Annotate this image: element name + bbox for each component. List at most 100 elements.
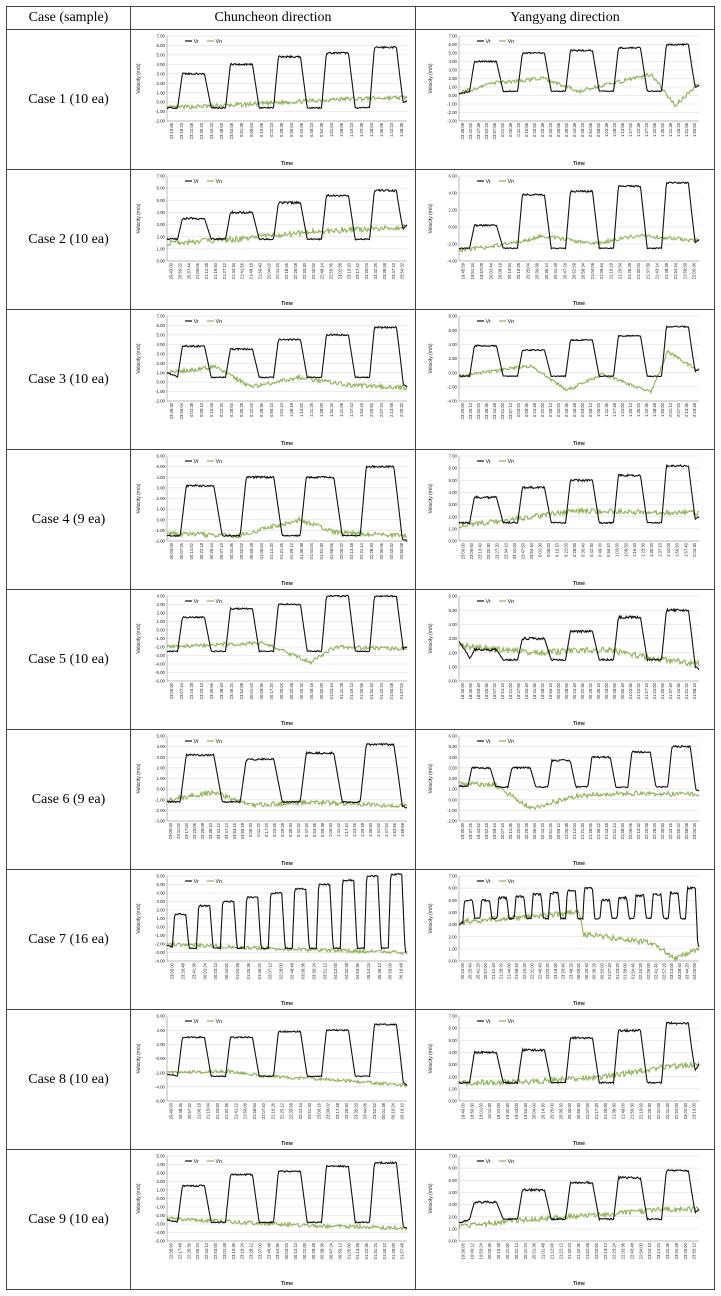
x-tick-label: 05:56:00: [388, 962, 393, 979]
y-tick-label: 5.00: [448, 1037, 457, 1042]
x-tick-label: 2:04:30: [692, 542, 697, 557]
x-tick-label: 21:27:12: [222, 262, 227, 279]
x-tick-label: 21:28:56: [588, 822, 593, 839]
x-tick-label: 1:28:53: [369, 122, 374, 137]
y-tick-label: 6.00: [156, 1013, 165, 1018]
x-tick-label: 21:50:08: [243, 1102, 248, 1119]
x-tick-label: 22:42:44: [298, 1102, 303, 1119]
x-tick-label: 19:43:00: [514, 1102, 519, 1119]
x-tick-label: 23:06:50: [469, 542, 474, 559]
x-tick-label: 0:35:08: [556, 122, 561, 137]
x-tick-label: 20:57:32: [187, 1102, 192, 1119]
y-tick-label: 0.00: [448, 958, 457, 963]
y-axis-label: Velocity (m/s): [136, 203, 142, 233]
series-vn-line: [166, 639, 408, 665]
x-tick-label: 23:59:18: [240, 822, 245, 839]
x-tick-label: 04:53:36: [355, 962, 360, 979]
x-tick-label: 0:54:38: [319, 122, 324, 137]
x-tick-label: 00:09:36: [259, 682, 264, 699]
x-tick-label: 21:15:04: [206, 1102, 211, 1119]
x-tick-label: 22:18:46: [284, 262, 289, 279]
x-tick-label: 0:48:36: [259, 402, 264, 417]
x-tick-label: 0:39:53: [564, 122, 569, 137]
x-tick-label: 0:40:36: [564, 402, 569, 417]
x-tick-label: 20:10:00: [460, 962, 465, 979]
x-tick-label: 22:33:58: [289, 1102, 294, 1119]
x-tick-label: 23:05:00: [168, 822, 173, 839]
x-tick-label: 21:17:30: [594, 1102, 599, 1119]
series-vr-line: [458, 744, 700, 792]
y-tick-label: -1.00: [155, 1204, 166, 1209]
y-tick-label: -5.00: [155, 670, 166, 675]
y-tick-label: 2.00: [448, 514, 457, 519]
x-tick-label: 1:08:18: [289, 402, 294, 417]
series-vr-line: [459, 180, 700, 250]
y-tick-label: 2.00: [448, 1214, 457, 1219]
x-tick-label: 22:16:26: [270, 1102, 275, 1119]
x-tick-label: 22:17:48: [177, 1242, 182, 1259]
x-tick-label: 0:42:02: [249, 402, 254, 417]
y-tick-label: 5.00: [156, 1153, 165, 1158]
x-tick-label: 01:40:12: [382, 1242, 387, 1259]
x-tick-label: 0:44:38: [572, 122, 577, 137]
x-tick-label: 01:46:24: [257, 962, 262, 979]
x-tick-label: 19:41:30: [532, 682, 537, 699]
x-tick-label: 22:53:00: [213, 1242, 218, 1259]
y-tick-label: 4.00: [448, 1190, 457, 1195]
y-tick-label: 4.00: [448, 1050, 457, 1055]
y-tick-label: 3.00: [156, 899, 165, 904]
x-tick-label: 23:41:36: [191, 962, 196, 979]
series-vn-line: [458, 505, 700, 528]
y-tick-label: 1.00: [156, 1187, 165, 1192]
chart-case1-yangyang: 7.00 6.00 5.00 4.00 3.00 2.00 1.00 0.00 -1.00 -2.…: [428, 33, 700, 167]
x-tick-label: 1:13:08: [620, 122, 625, 137]
x-tick-label: 22:13:12: [603, 1242, 608, 1259]
table-row: Case 7 (16 ea) 6.00 5.00 4.00 3.00 2.00 1.00 0…: [6, 869, 715, 1010]
series-vn-line: [458, 908, 700, 962]
x-tick-label: 23:47:38: [476, 122, 481, 139]
x-tick-label: 21:44:00: [506, 962, 511, 979]
x-tick-label: 23:18:00: [553, 962, 558, 979]
x-tick-label: 21:19:50: [213, 262, 218, 279]
x-tick-label: 18:40:00: [460, 682, 465, 699]
chart-case7-chuncheon: 6.00 5.00 4.00 3.00 2.00 1.00 0.00 -1.00 -2.00 -3…: [136, 872, 408, 1007]
x-tick-label: 22:35:24: [195, 1242, 200, 1259]
x-tick-label: 21:32:04: [636, 262, 641, 279]
x-tick-label: 21:32:36: [224, 1102, 229, 1119]
x-tick-label: 1:59:58: [400, 822, 405, 837]
case-label: Case 3 (10 ea): [6, 309, 131, 450]
x-tick-label: 01:50:08: [389, 682, 394, 699]
x-tick-label: 21:28:20: [499, 962, 504, 979]
x-tick-label: 00:14:52: [189, 542, 194, 559]
x-tick-label: 23:18:23: [179, 122, 184, 139]
x-tick-label: 0:09:12: [199, 402, 204, 417]
case-label: Case 4 (9 ea): [6, 449, 131, 590]
y-tick-label: 8.00: [448, 313, 457, 318]
y-tick-label: 2.00: [156, 496, 165, 501]
legend-label-vn: Vn: [508, 318, 515, 324]
x-tick-label: 1:17:48: [612, 402, 617, 417]
y-tick-label: 0.00: [156, 786, 165, 791]
y-tick-label: 1.00: [448, 84, 457, 89]
y-tick-label: -2.00: [155, 538, 166, 543]
y-tick-label: 4.00: [156, 744, 165, 749]
y-tick-label: 4.00: [448, 910, 457, 915]
legend-label-vn: Vn: [216, 738, 223, 744]
series-vr-line: [166, 1160, 408, 1229]
x-tick-label: 0:46:48: [572, 402, 577, 417]
table-row: Case 1 (10 ea) 7.00 6.00 5.00 4.00 3.00 2.00 1…: [6, 29, 715, 170]
x-tick-label: 1:53:56: [392, 822, 397, 837]
x-tick-label: 1:36:08: [379, 122, 384, 137]
y-axis-label: Velocity (m/s): [428, 203, 434, 233]
x-tick-label: 2:00:50: [369, 402, 374, 417]
x-tick-label: 0:22:00: [540, 402, 545, 417]
y-tick-label: 4.00: [156, 474, 165, 479]
x-tick-label: 23:07:44: [179, 682, 184, 699]
x-tick-label: 23:09:02: [326, 1102, 331, 1119]
x-tick-label: 02:28:40: [369, 542, 374, 559]
x-axis-label: Time: [281, 301, 293, 307]
y-tick-label: 0.00: [156, 517, 165, 522]
x-tick-label: 23:39:48: [382, 262, 387, 279]
x-tick-label: 23:34:48: [674, 1242, 679, 1259]
x-tick-label: 1:41:52: [376, 822, 381, 837]
